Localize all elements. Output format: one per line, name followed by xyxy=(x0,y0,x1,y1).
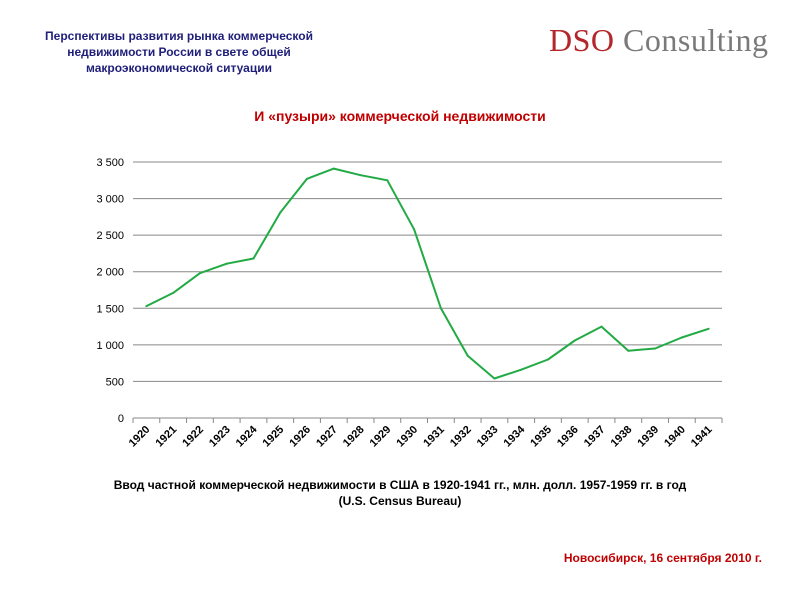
data-point xyxy=(573,339,576,342)
x-tick-label: 1938 xyxy=(609,424,635,450)
x-tick-label: 1921 xyxy=(153,424,179,450)
data-point xyxy=(386,179,389,182)
x-tick-label: 1926 xyxy=(287,424,313,450)
y-tick-label: 1 500 xyxy=(96,303,124,315)
series-line xyxy=(145,167,709,380)
x-tick-label: 1928 xyxy=(341,424,367,450)
data-point xyxy=(680,336,683,339)
x-tick-label: 1935 xyxy=(528,424,554,450)
presentation-title: Перспективы развития рынка коммерческой … xyxy=(20,28,338,76)
chart-caption-line-1: Ввод частной коммерческой недвижимости в… xyxy=(113,478,687,492)
y-tick-label: 2 500 xyxy=(96,230,124,242)
data-point xyxy=(707,327,710,330)
data-point xyxy=(359,174,362,177)
presentation-title-line-2: недвижимости России в свете общей xyxy=(67,45,291,59)
presentation-title-line-3: макроэкономической ситуации xyxy=(86,61,272,75)
chart-title: И «пузыри» коммерческой недвижимости xyxy=(254,108,546,124)
x-tick-label: 1937 xyxy=(582,424,608,450)
data-point xyxy=(627,349,630,352)
y-tick-label: 3 500 xyxy=(96,157,124,169)
x-tick-label: 1920 xyxy=(127,424,153,450)
chart-caption-source: (U.S. Census Bureau) xyxy=(338,494,462,508)
data-point xyxy=(413,228,416,231)
data-point xyxy=(493,377,496,380)
y-tick-label: 1 000 xyxy=(96,340,124,352)
x-tick-label: 1927 xyxy=(314,424,340,450)
y-tick-label: 3 000 xyxy=(96,194,124,206)
x-tick-label: 1939 xyxy=(635,424,661,450)
x-tick-label: 1934 xyxy=(502,423,528,449)
logo-consulting-text: Consulting xyxy=(623,22,769,58)
data-point xyxy=(654,347,657,350)
x-tick-label: 1930 xyxy=(394,424,420,450)
x-tick-label: 1924 xyxy=(234,423,260,449)
data-point xyxy=(225,262,228,265)
dso-consulting-logo: DSO Consulting xyxy=(549,22,768,59)
x-tick-label: 1923 xyxy=(207,424,233,450)
data-point xyxy=(466,354,469,357)
x-tick-label: 1940 xyxy=(662,424,688,450)
data-point xyxy=(332,167,335,170)
x-tick-label: 1941 xyxy=(689,424,715,450)
data-point xyxy=(546,358,549,361)
chart-caption: Ввод частной коммерческой недвижимости в… xyxy=(50,477,750,509)
data-point xyxy=(279,211,282,214)
x-tick-label: 1925 xyxy=(261,424,287,450)
x-tick-label: 1932 xyxy=(448,424,474,450)
y-tick-label: 0 xyxy=(118,413,124,425)
footer-location-date: Новосибирск, 16 сентября 2010 г. xyxy=(563,551,762,565)
y-tick-label: 2 000 xyxy=(96,267,124,279)
x-tick-label: 1931 xyxy=(421,424,447,450)
data-point xyxy=(306,177,309,180)
x-tick-label: 1929 xyxy=(368,424,394,450)
data-point xyxy=(172,291,175,294)
data-point xyxy=(198,272,201,275)
x-tick-label: 1922 xyxy=(180,424,206,450)
x-tick-label: 1936 xyxy=(555,424,581,450)
data-point xyxy=(252,257,255,260)
data-point xyxy=(520,368,523,371)
x-tick-label: 1933 xyxy=(475,424,501,450)
data-point xyxy=(600,325,603,328)
data-point xyxy=(439,307,442,310)
presentation-title-line-1: Перспективы развития рынка коммерческой xyxy=(45,29,313,43)
logo-dso-text: DSO xyxy=(549,22,615,58)
y-tick-label: 500 xyxy=(106,376,124,388)
data-point xyxy=(145,305,148,308)
